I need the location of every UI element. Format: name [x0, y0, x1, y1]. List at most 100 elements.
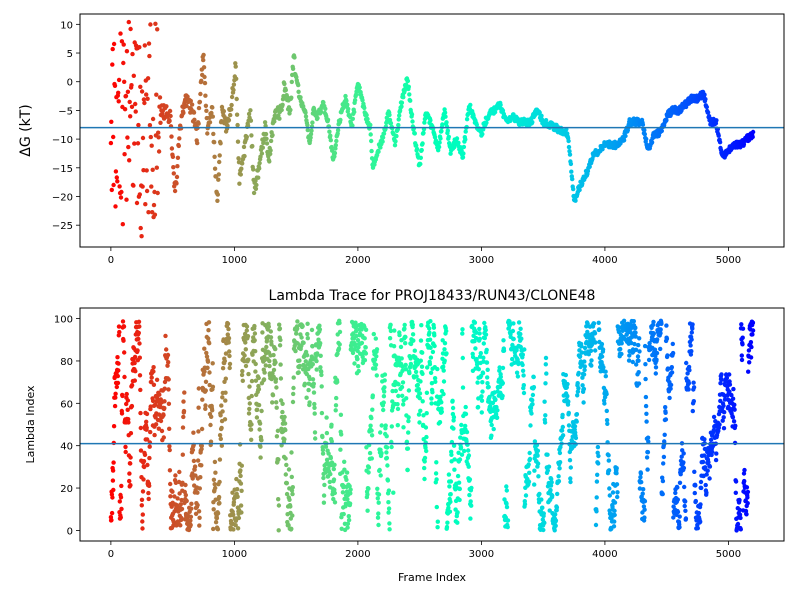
- delta-g-point: [136, 122, 141, 128]
- lambda-point: [401, 402, 406, 407]
- lambda-point: [294, 331, 299, 336]
- lambda-point: [119, 483, 124, 489]
- lambda-point: [344, 489, 350, 494]
- lambda-point: [604, 418, 610, 423]
- lambda-point: [227, 365, 232, 371]
- x-tick-label: 5000: [716, 255, 741, 266]
- lambda-point: [644, 411, 649, 416]
- lambda-point: [363, 327, 369, 332]
- lambda-point: [457, 457, 463, 462]
- lambda-point: [596, 461, 601, 466]
- lambda-point: [215, 511, 221, 516]
- lambda-point: [397, 332, 402, 338]
- lambda-point: [543, 413, 548, 418]
- lambda-point: [129, 383, 135, 388]
- delta-g-point: [480, 131, 485, 137]
- lambda-point: [424, 434, 429, 440]
- lambda-point: [560, 412, 565, 418]
- lambda-point: [115, 373, 121, 379]
- delta-g-point: [577, 187, 582, 193]
- lambda-point: [429, 396, 434, 401]
- lambda-point: [441, 364, 446, 369]
- lambda-point: [263, 363, 268, 368]
- lambda-point: [557, 450, 563, 456]
- delta-g-point: [308, 135, 313, 140]
- lambda-point: [356, 368, 361, 374]
- delta-g-point: [234, 112, 240, 117]
- delta-g-point: [335, 131, 340, 136]
- lambda-point: [406, 430, 411, 435]
- delta-g-point: [128, 26, 133, 32]
- lambda-point: [319, 369, 324, 374]
- lambda-point: [278, 376, 284, 381]
- lambda-point: [670, 350, 676, 356]
- lambda-point: [535, 453, 540, 458]
- delta-g-point: [640, 122, 646, 127]
- lambda-point: [246, 357, 251, 362]
- lambda-point: [223, 398, 228, 403]
- lambda-point: [333, 403, 339, 408]
- lambda-point: [171, 520, 177, 525]
- lambda-point: [183, 482, 188, 488]
- delta-g-point: [121, 42, 126, 47]
- lambda-point: [417, 420, 422, 425]
- delta-g-point: [127, 99, 132, 105]
- lambda-point: [643, 394, 649, 400]
- lambda-point: [425, 365, 430, 370]
- x-tick-label: 2000: [345, 255, 370, 266]
- lambda-point: [174, 503, 180, 508]
- lambda-point: [390, 388, 395, 394]
- lambda-point: [498, 374, 503, 380]
- x-tick-label: 3000: [469, 549, 494, 560]
- lambda-point: [335, 351, 340, 356]
- lambda-point: [702, 453, 707, 458]
- lambda-point: [637, 349, 642, 354]
- lambda-point: [607, 486, 612, 491]
- lambda-point: [671, 515, 676, 520]
- delta-g-point: [221, 109, 226, 114]
- lambda-point: [252, 323, 257, 329]
- lambda-point: [362, 336, 367, 341]
- lambda-point: [637, 486, 643, 491]
- delta-g-point: [360, 98, 365, 103]
- delta-g-point: [244, 134, 249, 140]
- lambda-point: [690, 408, 695, 414]
- delta-g-point: [126, 19, 131, 25]
- delta-g-point: [388, 121, 394, 126]
- lambda-point: [449, 452, 454, 457]
- lambda-point: [547, 508, 552, 513]
- lambda-point: [126, 420, 131, 425]
- delta-g-point: [421, 130, 426, 136]
- delta-g-point: [298, 95, 303, 100]
- lambda-point: [378, 447, 383, 452]
- lambda-point: [606, 468, 612, 473]
- lambda-point: [236, 515, 242, 521]
- lambda-point: [132, 360, 137, 366]
- lambda-point: [416, 412, 422, 417]
- lambda-point: [536, 474, 541, 479]
- lambda-point: [366, 470, 371, 475]
- lambda-point: [111, 460, 116, 465]
- lambda-point: [271, 367, 277, 373]
- lambda-point: [477, 336, 482, 341]
- lambda-point: [331, 466, 336, 472]
- lambda-point: [651, 319, 656, 325]
- lambda-point: [542, 420, 548, 425]
- lambda-point: [302, 381, 308, 386]
- delta-g-point: [573, 198, 578, 203]
- lambda-point: [522, 502, 528, 507]
- delta-g-point: [642, 127, 647, 133]
- lambda-point: [475, 404, 481, 410]
- lambda-point: [660, 475, 665, 480]
- lambda-point: [677, 514, 682, 519]
- lambda-point: [166, 360, 171, 365]
- lambda-point: [127, 471, 132, 476]
- delta-g-point: [141, 168, 146, 173]
- lambda-point: [379, 423, 384, 428]
- lambda-point: [151, 382, 157, 387]
- lambda-point: [227, 353, 232, 359]
- lambda-point: [746, 348, 752, 353]
- lambda-point: [290, 485, 295, 490]
- lambda-point: [667, 395, 672, 401]
- lambda-point: [249, 422, 254, 427]
